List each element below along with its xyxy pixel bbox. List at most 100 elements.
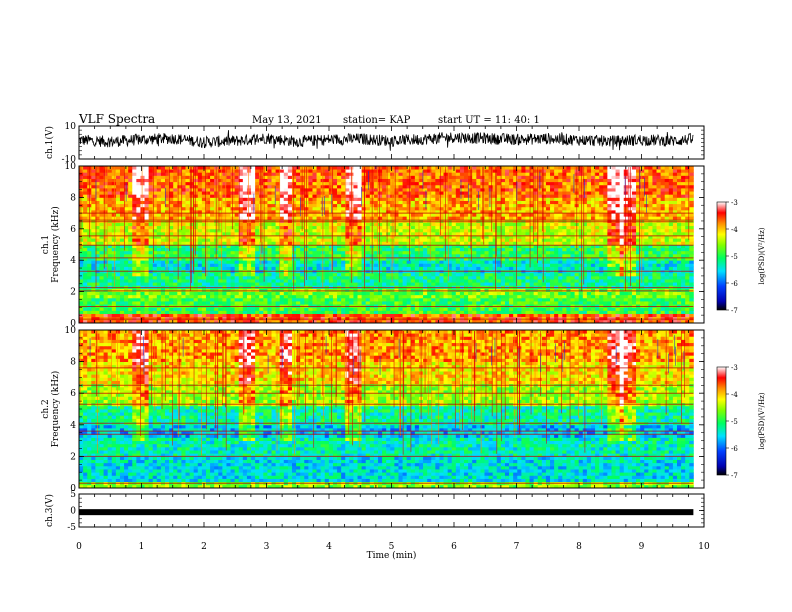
spectrogram-cell <box>365 260 371 264</box>
spectrogram-cell <box>455 228 461 233</box>
spectrogram-cell <box>500 319 506 324</box>
spectrogram-cell <box>509 257 514 261</box>
spectrogram-cell <box>218 247 223 252</box>
spectrogram-cell <box>423 313 428 318</box>
spectrogram-cell <box>402 272 408 277</box>
spectrogram-cell <box>603 266 608 271</box>
spectrogram-cell <box>398 250 403 255</box>
spectrogram-cell <box>468 301 473 305</box>
spectrogram-cell <box>287 219 293 223</box>
spectrogram-cell <box>590 250 596 255</box>
spectrogram-cell <box>136 319 141 324</box>
spectrogram-cell <box>259 279 264 283</box>
spectrogram-cell <box>627 313 633 318</box>
spectrogram-cell <box>521 225 526 230</box>
spectrogram-cell <box>136 241 141 245</box>
spectrogram-cell <box>193 310 199 314</box>
spectrogram-cell <box>87 244 92 249</box>
spectrogram-cell <box>640 272 645 277</box>
spectrogram-cell <box>529 272 535 277</box>
spectrogram-cell <box>95 291 100 296</box>
spectrogram-cell <box>410 263 416 267</box>
spectrogram-cell <box>443 263 449 267</box>
spectrogram-cell <box>386 257 391 261</box>
spectrogram-cell <box>197 235 203 239</box>
spectrogram-cell <box>676 297 682 302</box>
spectrogram-cell <box>312 257 317 261</box>
spectrogram-cell <box>246 263 252 267</box>
spectrogram-cell <box>287 253 293 258</box>
spectrogram-cell <box>365 231 371 236</box>
spectrogram-cell <box>402 253 408 258</box>
spectrogram-cell <box>361 297 367 302</box>
spectrogram-cell <box>607 307 612 311</box>
spectrogram-cell <box>316 241 322 245</box>
spectrogram-cell <box>177 244 182 249</box>
spectrogram-cell <box>685 301 690 305</box>
spectrogram-cell <box>558 244 563 249</box>
spectrogram-cell <box>144 241 150 245</box>
spectrogram-cell <box>562 263 567 267</box>
spectrogram-cell <box>541 310 547 314</box>
spectrogram-cell <box>148 235 154 239</box>
spectrogram-cell <box>644 275 649 280</box>
spectrogram-cell <box>115 316 121 321</box>
spectrogram-cell <box>337 231 342 236</box>
spectrogram-cell <box>410 291 416 296</box>
spectrogram-cell <box>402 282 408 286</box>
spectrogram-cell <box>95 288 100 292</box>
spectrogram-cell <box>500 253 506 258</box>
spectrogram-cell <box>472 301 477 305</box>
spectrogram-cell <box>95 247 100 252</box>
spectrogram-cell <box>152 263 158 267</box>
spectrogram-cell <box>390 253 395 258</box>
spectrogram-cell <box>652 260 657 264</box>
spectrogram-cell <box>95 307 100 311</box>
spectrogram-cell <box>476 275 481 280</box>
spectrogram-cell <box>218 238 223 242</box>
spectrogram-cell <box>578 235 584 239</box>
spectrogram-cell <box>226 228 231 233</box>
spectrogram-cell <box>337 297 342 302</box>
spectrogram-cell <box>255 260 260 264</box>
spectrogram-cell <box>271 235 276 239</box>
spectrogram-cell <box>566 313 571 318</box>
spectrogram-cell <box>119 294 125 299</box>
spectrogram-cell <box>291 244 297 249</box>
spectrogram-cell <box>156 291 162 296</box>
spectrogram-cell <box>595 238 600 242</box>
spectrogram-cell <box>296 266 301 271</box>
spectrogram-cell <box>201 244 207 249</box>
spectrogram-cell <box>582 266 588 271</box>
spectrogram-cell <box>242 319 248 324</box>
spectrogram-cell <box>611 238 616 242</box>
spectrogram-cell <box>390 304 395 308</box>
spectrogram-cell <box>406 266 412 271</box>
spectrogram-cell <box>562 257 567 261</box>
spectrogram-cell <box>255 288 260 292</box>
spectrogram-cell <box>332 244 338 249</box>
spectrogram-cell <box>398 304 403 308</box>
spectrogram-cell <box>222 238 227 242</box>
spectrogram-cell <box>107 231 113 236</box>
spectrogram-cell <box>476 285 481 289</box>
spectrogram-cell <box>128 253 133 258</box>
spectrogram-cell <box>599 285 604 289</box>
spectrogram-cell <box>210 266 215 271</box>
spectrogram-cell <box>279 313 285 318</box>
spectrogram-cell <box>251 307 256 311</box>
spectrogram-cell <box>451 304 457 308</box>
spectrogram-cell <box>615 313 621 318</box>
spectrogram-cell <box>271 279 276 283</box>
spectrogram-cell <box>676 235 682 239</box>
spectrogram-cell <box>496 310 502 314</box>
spectrogram-cell <box>226 219 231 223</box>
spectrogram-cell <box>685 238 690 242</box>
spectrogram-cell <box>144 253 150 258</box>
spectrogram-cell <box>558 285 563 289</box>
spectrogram-cell <box>550 235 555 239</box>
spectrogram-cell <box>656 288 662 292</box>
spectrogram-cell <box>611 244 616 249</box>
spectrogram-cell <box>357 285 363 289</box>
spectrogram-cell <box>99 231 104 236</box>
